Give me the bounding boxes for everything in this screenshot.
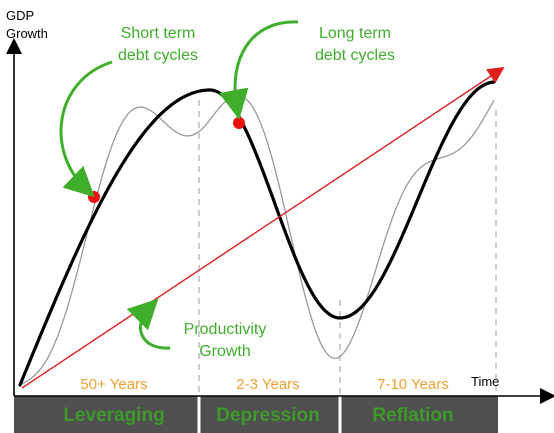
y-axis-label: Growth (6, 26, 48, 41)
phase-reflation: Reflation (372, 405, 453, 426)
productivity-growth-line (21, 66, 505, 389)
short-term-callout-arrow (59, 60, 113, 198)
period-years: 7-10 Years (377, 376, 449, 393)
period-years: 2-3 Years (236, 376, 299, 393)
x-axis-label: Time (471, 374, 499, 389)
productivity-callout-arrow (126, 298, 171, 350)
long-term-cycle-curve (18, 80, 496, 387)
productivity-label: Growth (199, 343, 251, 360)
short-term-marker (88, 191, 100, 203)
period-years: 50+ Years (80, 376, 147, 393)
y-axis-label: GDP (6, 8, 34, 23)
short-term-label: debt cycles (118, 47, 198, 64)
phase-depression: Depression (216, 405, 319, 426)
short-term-label: Short term (121, 25, 196, 42)
long-term-callout-arrow (218, 20, 299, 120)
long-term-label: debt cycles (315, 47, 395, 64)
long-term-label: Long term (319, 25, 391, 42)
phase-band (14, 396, 498, 433)
productivity-label: Productivity (184, 321, 267, 338)
long-term-marker (233, 117, 245, 129)
short-term-cycle-curve (19, 94, 495, 386)
phase-leveraging: Leveraging (63, 405, 164, 426)
